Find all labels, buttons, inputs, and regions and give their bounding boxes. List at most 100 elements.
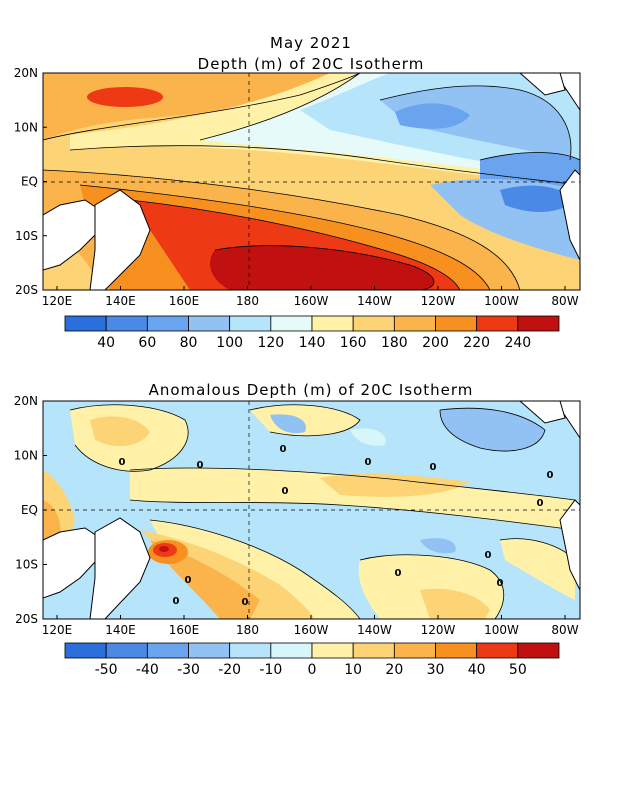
panel-2-y-tick-label: 10S [15, 558, 38, 572]
panel-1-y-axis: 20N 10N EQ 10S 20S [14, 66, 47, 297]
panel-2-x-axis: 120E 140E 160E 180 160W 140W 120W 100W 80W [42, 615, 579, 637]
colorbar-swatch [435, 315, 478, 332]
panel-2-y-axis: 20N 10N EQ 10S 20S [14, 394, 47, 626]
panel-1-x-tick-label: 180 [236, 294, 259, 308]
colorbar-label: 240 [504, 335, 531, 351]
panel-1-colorbar: 40 60 80 100 120 140 160 180 200 220 240 [64, 315, 560, 351]
panel-2-x-tick-label: 80W [551, 623, 578, 637]
panel-2-title-line-1: Anomalous Depth (m) of 20C Isotherm [149, 381, 474, 399]
colorbar-swatch [311, 642, 354, 659]
colorbar-swatch [352, 642, 395, 659]
panel-1-y-tick-label: EQ [21, 175, 38, 189]
panel-2-x-tick-label: 180 [236, 623, 259, 637]
panel-1-x-tick-label: 80W [551, 294, 578, 308]
panel-2-title: Anomalous Depth (m) of 20C Isotherm [149, 381, 474, 399]
colorbar-label: 40 [468, 662, 486, 678]
panel-2-y-tick-label: 20N [14, 394, 38, 408]
colorbar-label: 40 [97, 335, 115, 351]
colorbar-swatch [270, 642, 313, 659]
colorbar-label: 10 [344, 662, 362, 678]
contour-label: 0 [185, 575, 192, 586]
colorbar-swatch [64, 315, 107, 332]
colorbar-swatch [146, 642, 189, 659]
colorbar-swatch [146, 315, 189, 332]
colorbar-label: -20 [218, 662, 241, 678]
colorbar-label: 50 [509, 662, 527, 678]
colorbar-label: -30 [177, 662, 200, 678]
contour-label: 0 [485, 550, 492, 561]
panel-2-x-tick-label: 140E [105, 623, 136, 637]
colorbar-swatch [229, 315, 272, 332]
colorbar-label: 160 [340, 335, 367, 351]
panel-1-map [43, 73, 580, 290]
panel-1-title-line-1: May 2021 [270, 34, 352, 52]
contour-label: 0 [119, 457, 126, 468]
panel-2-x-tick-label: 120W [421, 623, 456, 637]
panel-2-x-tick-label: 160W [294, 623, 329, 637]
panel-1-x-tick-label: 120E [42, 294, 73, 308]
colorbar-swatch [105, 642, 148, 659]
panel-2-y-tick-label: EQ [21, 503, 38, 517]
colorbar-swatch [517, 642, 560, 659]
colorbar-label: -10 [259, 662, 282, 678]
panel-1-title-line-2: Depth (m) of 20C Isotherm [198, 55, 425, 73]
colorbar-label: 80 [180, 335, 198, 351]
panel-1-x-tick-label: 120W [421, 294, 456, 308]
colorbar-swatch [105, 315, 148, 332]
panel-2-x-tick-label: 100W [484, 623, 519, 637]
colorbar-label: 30 [427, 662, 445, 678]
contour-label: 0 [365, 457, 372, 468]
colorbar-swatch [393, 642, 436, 659]
panel-1-y-tick-label: 20S [15, 283, 38, 297]
colorbar-swatch [393, 315, 436, 332]
contour-label: 0 [395, 568, 402, 579]
panel-1-x-axis: 120E 140E 160E 180 160W 140W 120W 100W 80W [42, 286, 579, 308]
colorbar-swatch [188, 642, 231, 659]
panel-2-x-tick-label: 120E [42, 623, 73, 637]
colorbar-swatch [476, 315, 519, 332]
contour-label: 0 [497, 578, 504, 589]
contour-label: 0 [430, 462, 437, 473]
colorbar-label: 20 [385, 662, 403, 678]
colorbar-label: -50 [95, 662, 118, 678]
panel-1-x-tick-label: 100W [484, 294, 519, 308]
panel-1-x-tick-label: 160E [169, 294, 200, 308]
panel-2-colorbar: -50 -40 -30 -20 -10 0 10 20 30 40 50 [64, 642, 560, 678]
panel-2-x-tick-label: 140W [357, 623, 392, 637]
colorbar-swatch [352, 315, 395, 332]
panel-1-title: May 2021 Depth (m) of 20C Isotherm [198, 34, 425, 73]
contour-label: 0 [197, 460, 204, 471]
colorbar-swatch [435, 642, 478, 659]
colorbar-label: 100 [216, 335, 243, 351]
colorbar-label: -40 [136, 662, 159, 678]
panel-1-x-tick-label: 160W [294, 294, 329, 308]
colorbar-swatch [270, 315, 313, 332]
colorbar-swatch [64, 642, 107, 659]
colorbar-label: 140 [299, 335, 326, 351]
contour-label: 0 [547, 470, 554, 481]
panel-1-y-tick-label: 20N [14, 66, 38, 80]
panel-1-x-tick-label: 140E [105, 294, 136, 308]
colorbar-label: 180 [381, 335, 408, 351]
panel-2-y-tick-label: 10N [14, 449, 38, 463]
contour-label: 0 [280, 444, 287, 455]
colorbar-swatch [229, 642, 272, 659]
colorbar-label: 60 [138, 335, 156, 351]
colorbar-label: 120 [257, 335, 284, 351]
colorbar-swatch [311, 315, 354, 332]
panel-2-y-tick-label: 20S [15, 612, 38, 626]
panel-1-y-tick-label: 10S [15, 229, 38, 243]
colorbar-swatch [517, 315, 560, 332]
contour-label: 0 [173, 596, 180, 607]
contour-label: 0 [537, 498, 544, 509]
contour-label: 0 [242, 597, 249, 608]
colorbar-swatch [188, 315, 231, 332]
colorbar-label: 0 [308, 662, 317, 678]
panel-2-x-tick-label: 160E [169, 623, 200, 637]
contour-label: 0 [282, 486, 289, 497]
colorbar-label: 200 [422, 335, 449, 351]
colorbar-swatch [476, 642, 519, 659]
panel-1-x-tick-label: 140W [357, 294, 392, 308]
